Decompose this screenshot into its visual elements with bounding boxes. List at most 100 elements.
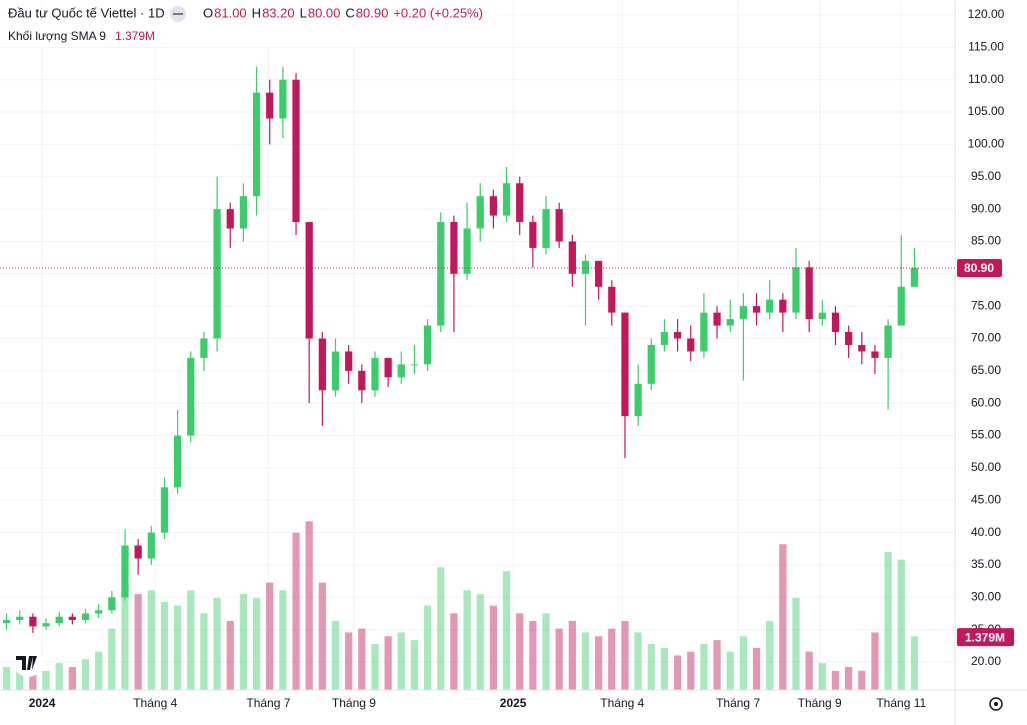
x-tick-label: Tháng 9 — [332, 696, 376, 710]
volume-bar — [331, 620, 340, 690]
candle-body — [489, 196, 498, 216]
candle-body — [68, 616, 76, 620]
volume-bar — [476, 594, 484, 690]
volume-bar — [858, 670, 866, 690]
legend-header: Đầu tư Quốc tế Viettel · 1D Khối lượng S… — [2, 3, 497, 47]
y-tick-label: 85.00 — [971, 234, 1001, 248]
x-tick-label: 2024 — [29, 696, 56, 710]
candle-body — [608, 286, 616, 313]
volume-bar — [621, 620, 629, 690]
candle-body — [739, 306, 747, 320]
volume-bar — [345, 632, 353, 690]
volume-bar — [239, 594, 248, 690]
volume-bar — [766, 620, 774, 690]
volume-bar — [516, 613, 524, 690]
volume-bar — [187, 590, 195, 690]
volume-bar — [608, 628, 616, 690]
volume-bar — [463, 590, 471, 690]
volume-bar — [818, 663, 826, 690]
candle-body — [673, 332, 682, 339]
volume-bar — [752, 647, 761, 690]
candle-body — [318, 338, 326, 391]
tv-logo[interactable] — [13, 647, 43, 677]
volume-bar — [450, 613, 458, 690]
candle-body — [450, 222, 458, 274]
candle-body — [331, 351, 340, 391]
candle-body — [581, 260, 590, 274]
volume-bar — [897, 559, 905, 690]
candle-body — [660, 332, 669, 345]
volume-bar — [437, 567, 445, 690]
volume-bar — [252, 597, 261, 690]
y-tick-label: 110.00 — [968, 72, 1004, 86]
candle-body — [845, 332, 853, 345]
x-tick-label: Tháng 7 — [246, 696, 290, 710]
candle-body — [463, 228, 471, 274]
volume-bar — [845, 666, 853, 690]
candle-body — [345, 351, 353, 371]
volume-bar — [121, 582, 129, 690]
change: +0.20 (+0.25%) — [393, 5, 483, 20]
candle-body — [910, 267, 919, 287]
candle-body — [384, 357, 392, 378]
candle-body — [213, 209, 221, 339]
volume-bar — [68, 666, 76, 690]
x-tick-label: Tháng 4 — [600, 696, 644, 710]
volume-bar — [779, 544, 787, 690]
volume-bar — [700, 643, 708, 690]
ohlc-key: H — [252, 5, 261, 20]
ohlc-value: 81.00 — [214, 5, 247, 20]
settings-button[interactable] — [989, 697, 1003, 711]
candle-body — [766, 299, 774, 313]
candle-body — [423, 325, 432, 365]
volume-bar — [884, 551, 892, 690]
volume-bar — [502, 571, 511, 690]
volume-sma-label: 1.379M — [965, 630, 1005, 644]
candle-body — [81, 613, 90, 620]
candle-body — [108, 597, 116, 611]
x-tick-label: Tháng 7 — [716, 696, 760, 710]
volume-bar — [200, 613, 208, 690]
volume-bar — [134, 594, 142, 690]
candle-body — [818, 312, 826, 320]
axis-layer: 20.0025.0030.0035.0040.0045.0050.0055.00… — [0, 7, 1014, 710]
y-tick-label: 50.00 — [971, 460, 1001, 474]
candle-body — [897, 286, 905, 326]
volume-bar — [358, 628, 366, 690]
candle-body — [831, 312, 840, 333]
volume-bar — [29, 666, 37, 690]
candle-layer — [2, 66, 919, 633]
candle-body — [55, 616, 63, 624]
x-tick-label: 2025 — [500, 696, 527, 710]
candle-body — [595, 260, 603, 287]
volume-bar — [108, 628, 116, 690]
y-tick-label: 100.00 — [968, 137, 1005, 151]
candle-body — [266, 92, 274, 119]
volume-bar — [805, 651, 813, 690]
candle-body — [134, 545, 142, 559]
candle-body — [358, 370, 366, 391]
y-tick-label: 60.00 — [971, 395, 1001, 409]
candle-body — [700, 312, 708, 352]
y-tick-label: 55.00 — [971, 428, 1001, 442]
volume-bar — [792, 597, 800, 690]
settings-dot — [994, 702, 998, 706]
volume-bar — [568, 620, 576, 690]
ohlc-key: L — [300, 5, 307, 20]
candle-body — [292, 79, 300, 223]
symbol-title: Đầu tư Quốc tế Viettel · 1D — [8, 5, 165, 20]
candle-body — [713, 312, 721, 326]
ohlc-key: O — [203, 5, 213, 20]
candle-body — [29, 616, 37, 627]
volume-bar — [410, 640, 419, 690]
candle-body — [884, 325, 892, 358]
candle-body — [2, 619, 11, 624]
y-tick-label: 20.00 — [971, 654, 1001, 668]
candle-body — [476, 196, 484, 229]
candle-body — [634, 383, 642, 417]
y-tick-label: 70.00 — [971, 331, 1001, 345]
candle-body — [779, 299, 787, 313]
volume-bar — [266, 582, 274, 690]
